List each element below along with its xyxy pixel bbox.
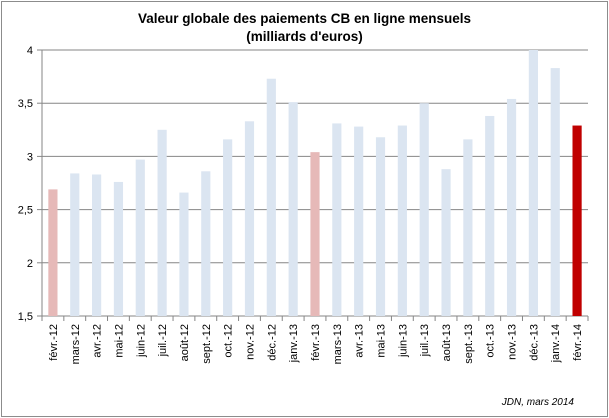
bar [266, 78, 276, 316]
x-tick-label: août-13 [441, 324, 453, 361]
x-tick-label: sept.-13 [463, 324, 475, 364]
x-tick-label: oct.-12 [223, 324, 235, 358]
x-tick-label: déc.-13 [528, 324, 540, 361]
chart-subtitle: (milliards d'euros) [246, 29, 363, 44]
bar [354, 126, 364, 316]
bar [485, 115, 495, 316]
bar [506, 98, 517, 316]
x-tick-label: mai-12 [113, 324, 125, 358]
x-tick-label: juin-13 [397, 324, 409, 358]
bar [441, 169, 451, 316]
bar [92, 174, 102, 316]
x-tick-label: mars-13 [332, 324, 344, 364]
bars [48, 50, 582, 317]
bar [113, 181, 124, 316]
x-axis-tick-labels: févr.-12 mars-12 avr.-12 mai-12 juin-12 juil.… [48, 324, 584, 364]
bar [157, 129, 167, 316]
chart-title: Valeur globale des paiements CB en ligne… [137, 11, 472, 26]
bar [179, 192, 189, 316]
x-tick-label: août-12 [179, 324, 191, 361]
bar [572, 125, 582, 316]
x-tick-label: sept.-12 [201, 324, 213, 364]
bar [310, 152, 320, 316]
bar [223, 139, 233, 316]
x-tick-label: déc.-12 [266, 324, 278, 361]
x-tick-label: nov.-12 [244, 324, 256, 360]
x-tick-label: févr.-14 [572, 324, 584, 361]
x-tick-label: oct.-13 [485, 324, 497, 358]
gridlines [37, 49, 589, 321]
bar [397, 125, 407, 316]
bar [244, 121, 255, 317]
x-tick-label: mai-13 [376, 324, 388, 358]
x-tick-label: févr.-12 [48, 324, 60, 361]
x-tick-label: avr.-12 [92, 324, 104, 358]
x-tick-label: juil.-12 [157, 324, 169, 357]
x-tick-label: janv.-14 [550, 324, 562, 363]
x-tick-label: juin-12 [135, 324, 147, 358]
bar [550, 68, 560, 316]
bar [48, 189, 58, 316]
x-tick-label: févr.-13 [310, 324, 322, 361]
bar [70, 173, 80, 316]
chart-title-block: Valeur globale des paiements CB en ligne… [2, 10, 607, 46]
y-tick-label: 3 [27, 151, 33, 163]
y-tick-label: 2 [27, 258, 33, 270]
source-note: JDN, mars 2014 [501, 397, 574, 408]
bar [288, 102, 298, 316]
y-tick-label: 1,5 [18, 311, 33, 323]
x-tick-label: janv.-13 [288, 324, 300, 363]
bar [419, 103, 429, 316]
x-tick-label: juil.-13 [419, 324, 431, 357]
bar [375, 137, 386, 316]
y-tick-label: 3,5 [18, 98, 33, 110]
y-tick-label: 4 [27, 45, 33, 57]
bar [135, 159, 145, 316]
bar [463, 139, 473, 316]
bar [332, 123, 342, 316]
bar [201, 171, 211, 316]
x-tick-label: mars-12 [70, 324, 82, 364]
y-axis-tick-labels: 1,5 2 2,5 3 3,5 4 [18, 45, 33, 323]
x-tick-label: avr.-13 [354, 324, 366, 358]
x-tick-label: nov.-13 [507, 324, 519, 360]
bar [528, 50, 538, 316]
y-tick-label: 2,5 [18, 205, 33, 217]
